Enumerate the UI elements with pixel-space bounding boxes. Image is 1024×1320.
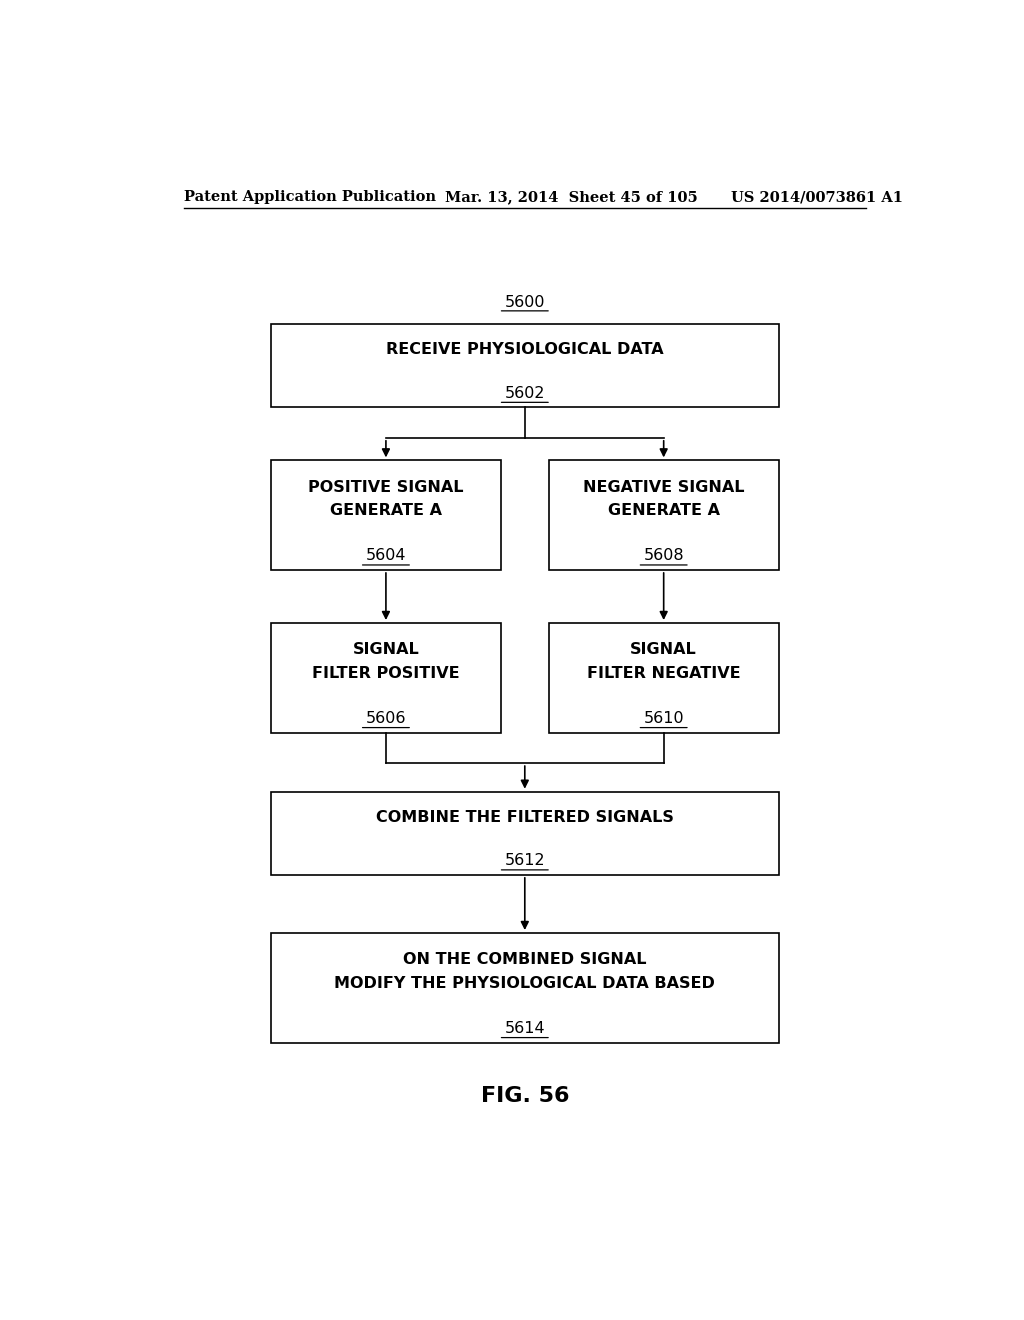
Text: MODIFY THE PHYSIOLOGICAL DATA BASED: MODIFY THE PHYSIOLOGICAL DATA BASED: [335, 975, 715, 991]
Text: 5602: 5602: [505, 385, 545, 401]
Text: POSITIVE SIGNAL: POSITIVE SIGNAL: [308, 479, 464, 495]
Text: 5600: 5600: [505, 296, 545, 310]
Text: NEGATIVE SIGNAL: NEGATIVE SIGNAL: [583, 479, 744, 495]
Text: 5606: 5606: [366, 711, 407, 726]
Text: ON THE COMBINED SIGNAL: ON THE COMBINED SIGNAL: [403, 952, 646, 968]
Text: Patent Application Publication: Patent Application Publication: [183, 190, 435, 205]
Text: 5614: 5614: [505, 1020, 545, 1036]
Text: FILTER NEGATIVE: FILTER NEGATIVE: [587, 665, 740, 681]
FancyBboxPatch shape: [549, 623, 779, 733]
FancyBboxPatch shape: [270, 792, 779, 875]
Text: FILTER POSITIVE: FILTER POSITIVE: [312, 665, 460, 681]
Text: 5610: 5610: [643, 711, 684, 726]
Text: COMBINE THE FILTERED SIGNALS: COMBINE THE FILTERED SIGNALS: [376, 809, 674, 825]
Text: US 2014/0073861 A1: US 2014/0073861 A1: [731, 190, 903, 205]
FancyBboxPatch shape: [270, 933, 779, 1043]
Text: Mar. 13, 2014  Sheet 45 of 105: Mar. 13, 2014 Sheet 45 of 105: [445, 190, 698, 205]
Text: 5604: 5604: [366, 548, 407, 564]
Text: 5612: 5612: [505, 853, 545, 869]
Text: SIGNAL: SIGNAL: [631, 643, 697, 657]
Text: RECEIVE PHYSIOLOGICAL DATA: RECEIVE PHYSIOLOGICAL DATA: [386, 342, 664, 356]
FancyBboxPatch shape: [270, 461, 501, 570]
Text: GENERATE A: GENERATE A: [330, 503, 442, 517]
Text: SIGNAL: SIGNAL: [352, 643, 419, 657]
Text: FIG. 56: FIG. 56: [480, 1085, 569, 1106]
FancyBboxPatch shape: [549, 461, 779, 570]
Text: 5608: 5608: [643, 548, 684, 564]
FancyBboxPatch shape: [270, 325, 779, 408]
FancyBboxPatch shape: [270, 623, 501, 733]
Text: GENERATE A: GENERATE A: [607, 503, 720, 517]
